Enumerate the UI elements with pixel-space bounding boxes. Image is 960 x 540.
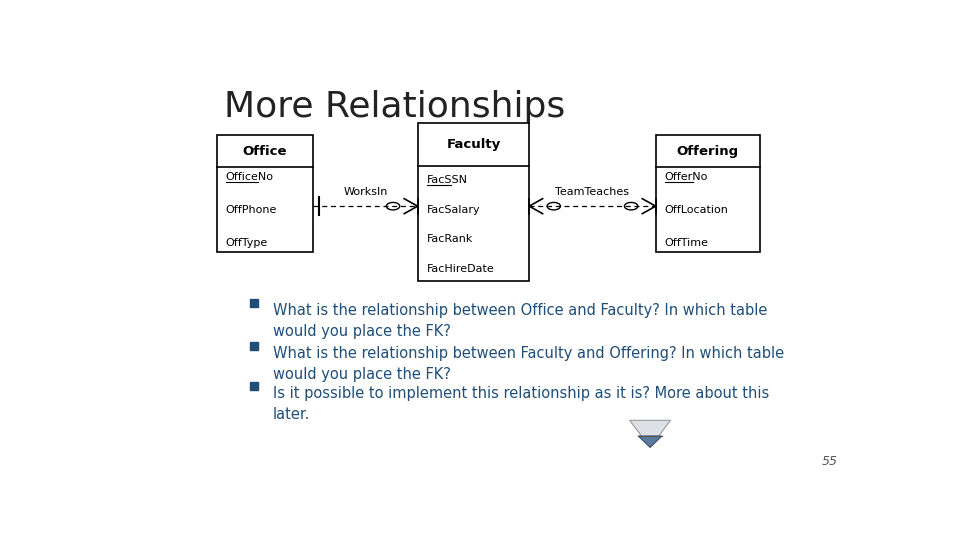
Text: OffPhone: OffPhone [226, 205, 277, 215]
Bar [251, 342, 258, 350]
Text: Office: Office [243, 145, 287, 158]
Text: Is it possible to implement this relationship as it is? More about this
later.: Is it possible to implement this relatio… [273, 386, 769, 422]
Text: OffLocation: OffLocation [664, 205, 729, 215]
Text: OffTime: OffTime [664, 239, 708, 248]
Text: What is the relationship between Office and Faculty? In which table
would you pl: What is the relationship between Office … [273, 302, 767, 339]
Text: FacSalary: FacSalary [426, 205, 480, 214]
Text: WorksIn: WorksIn [344, 187, 388, 197]
Text: Faculty: Faculty [446, 138, 500, 151]
Text: OfficeNo: OfficeNo [226, 172, 274, 182]
Text: FacRank: FacRank [426, 234, 473, 245]
Bar [418, 123, 529, 281]
Bar [217, 136, 313, 252]
Bar [251, 299, 258, 307]
Text: What is the relationship between Faculty and Offering? In which table
would you : What is the relationship between Faculty… [273, 346, 783, 382]
Polygon shape [630, 420, 670, 447]
Bar [656, 136, 759, 252]
Text: TeamTeaches: TeamTeaches [556, 187, 630, 197]
Text: OffType: OffType [226, 239, 268, 248]
Text: 55: 55 [822, 455, 838, 468]
Text: OfferNo: OfferNo [664, 172, 708, 182]
Text: More Relationships: More Relationships [225, 90, 565, 124]
Text: FacSSN: FacSSN [426, 174, 468, 185]
Text: FacHireDate: FacHireDate [426, 265, 494, 274]
Polygon shape [638, 436, 662, 447]
Text: Offering: Offering [677, 145, 739, 158]
Bar [251, 382, 258, 390]
